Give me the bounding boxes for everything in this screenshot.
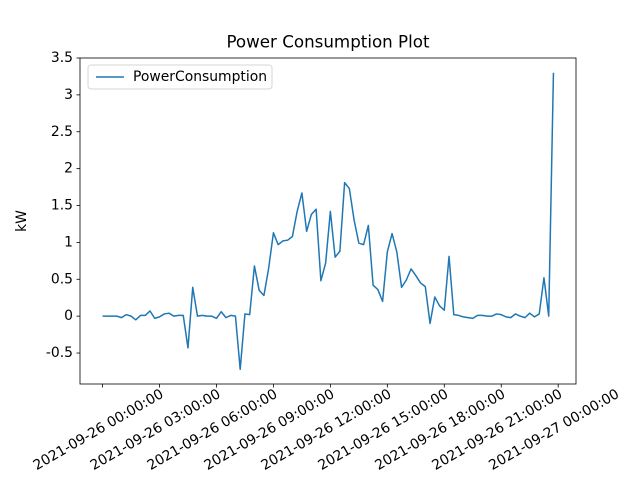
y-tick-label: 2 — [64, 161, 73, 177]
y-tick-label: 3.5 — [51, 50, 73, 66]
legend-label: PowerConsumption — [133, 69, 267, 85]
chart-title: Power Consumption Plot — [226, 32, 429, 52]
y-tick-label: 0 — [64, 308, 73, 324]
y-tick-label: -0.5 — [46, 345, 73, 361]
y-tick-label: 1.5 — [51, 198, 73, 214]
legend: PowerConsumption — [87, 64, 273, 90]
legend-box — [87, 64, 273, 90]
y-tick-label: 2.5 — [51, 124, 73, 140]
y-tick-label: 3 — [64, 87, 73, 103]
y-axis-label: kW — [14, 210, 30, 232]
series-line — [102, 72, 555, 370]
y-tick-label: 0.5 — [51, 271, 73, 287]
axes-frame — [79, 57, 577, 385]
y-tick-label: 1 — [64, 234, 73, 250]
